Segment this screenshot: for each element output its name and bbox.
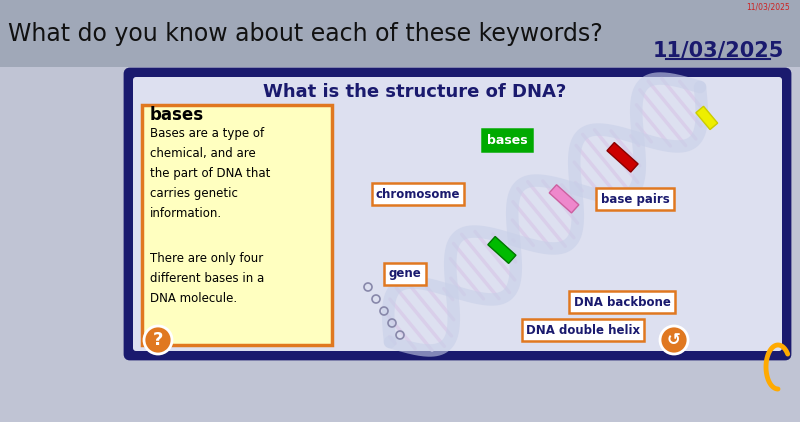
Text: ↺: ↺ xyxy=(667,331,681,349)
Polygon shape xyxy=(488,236,516,263)
Text: Bases are a type of
chemical, and are
the part of DNA that
carries genetic
infor: Bases are a type of chemical, and are th… xyxy=(150,127,270,220)
Text: 11/03/2025: 11/03/2025 xyxy=(746,2,790,11)
Text: bases: bases xyxy=(486,133,527,146)
Text: DNA backbone: DNA backbone xyxy=(574,295,670,308)
Text: 11/03/2025: 11/03/2025 xyxy=(652,40,784,60)
Text: bases: bases xyxy=(150,106,204,124)
Circle shape xyxy=(660,326,688,354)
Polygon shape xyxy=(550,185,579,213)
Text: base pairs: base pairs xyxy=(601,192,670,206)
Text: What do you know about each of these keywords?: What do you know about each of these key… xyxy=(8,22,602,46)
Polygon shape xyxy=(607,143,638,172)
Text: What is the structure of DNA?: What is the structure of DNA? xyxy=(263,83,566,101)
Text: DNA double helix: DNA double helix xyxy=(526,324,640,336)
FancyBboxPatch shape xyxy=(142,105,332,345)
Polygon shape xyxy=(696,106,718,130)
Text: ?: ? xyxy=(153,331,163,349)
Text: gene: gene xyxy=(389,268,422,281)
Circle shape xyxy=(144,326,172,354)
Text: There are only four
different bases in a
DNA molecule.: There are only four different bases in a… xyxy=(150,252,264,305)
FancyBboxPatch shape xyxy=(125,69,790,359)
Bar xyxy=(0,0,800,67)
Text: chromosome: chromosome xyxy=(376,187,460,200)
FancyBboxPatch shape xyxy=(133,77,782,351)
